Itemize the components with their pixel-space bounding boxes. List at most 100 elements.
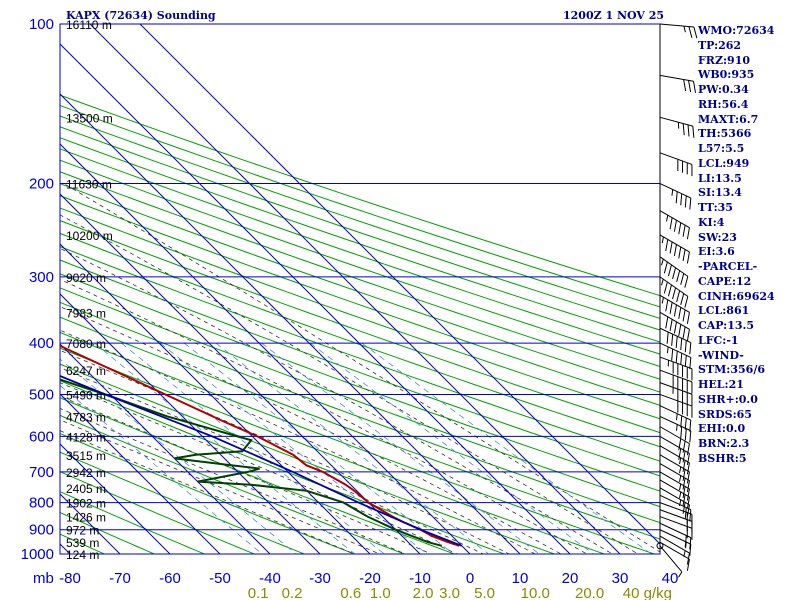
wind-barb-feather <box>675 191 678 204</box>
isotherm-line <box>60 43 571 554</box>
wind-barb <box>659 494 692 511</box>
index-item: RH:56.4 <box>698 97 749 111</box>
wind-barb-feather <box>678 222 682 235</box>
wind-barb <box>659 509 693 522</box>
wind-barb <box>659 74 694 82</box>
wind-barb-feather <box>686 329 690 341</box>
wind-barb <box>659 294 690 313</box>
mixing-ratio-label: 0.1 <box>248 585 269 600</box>
wind-barb-feather <box>682 309 686 322</box>
index-item: CAPE:12 <box>698 274 752 288</box>
wind-barb-feather <box>678 324 682 336</box>
wind-barb <box>659 152 693 165</box>
temperature-tick-label: -60 <box>159 570 181 587</box>
wind-barbs <box>656 23 698 578</box>
height-label: 1902 m <box>66 497 106 511</box>
wind-barb-half-feather <box>676 424 678 431</box>
wind-barb-feather <box>689 342 692 355</box>
dry-adiabat-line <box>60 148 660 355</box>
index-item: STM:356/6 <box>698 363 765 377</box>
pressure-tick-label: 800 <box>29 495 54 512</box>
wind-barb-feather <box>682 460 686 472</box>
wind-barb-feather <box>675 336 678 348</box>
wind-barb-feather <box>682 326 686 339</box>
wind-barb-feather <box>684 355 687 368</box>
mixing-ratio-line <box>94 342 356 554</box>
wind-barb-feather <box>678 246 682 259</box>
wind-barb-feather <box>689 430 692 443</box>
isotherm-line <box>60 393 221 554</box>
temperature-tick-label: 40 <box>662 570 679 587</box>
dry-adiabat-line <box>60 471 256 554</box>
index-item: TT:35 <box>698 201 733 214</box>
moist-adiabat-line <box>60 408 407 554</box>
wind-barb-feather <box>684 507 687 520</box>
dry-adiabat-line <box>60 363 556 554</box>
wind-barb-feather <box>663 281 668 294</box>
mixing-ratio-label: 5.0 <box>474 585 495 600</box>
wind-barb-half-feather <box>679 483 682 491</box>
dry-adiabat-line <box>60 159 660 368</box>
dry-adiabat-line <box>60 259 660 477</box>
wind-barb-feather <box>692 126 695 138</box>
wind-barb-feather <box>686 552 690 565</box>
isobars <box>59 23 661 555</box>
wind-barb-half-feather <box>666 215 669 222</box>
wind-barb-feather <box>686 496 690 509</box>
wind-barb-feather <box>683 79 687 92</box>
wind-barb-half-feather <box>683 550 686 557</box>
height-label: 6247 m <box>66 364 106 378</box>
mixing-ratio-label: 10.0 <box>521 585 550 600</box>
temperature-tick-label: -10 <box>409 570 431 587</box>
mixing-ratio-line <box>121 342 386 554</box>
wind-barb <box>659 445 690 464</box>
wind-barb <box>659 342 692 358</box>
observation-time: 1200Z 1 NOV 25 <box>563 9 665 22</box>
wind-barb-feather <box>665 316 669 329</box>
temperature-tick-label: -40 <box>259 570 281 587</box>
wind-barb-feather <box>689 357 692 370</box>
height-label: 1426 m <box>66 511 106 525</box>
wind-barb-feather <box>680 426 683 439</box>
height-label: 11630 m <box>66 178 112 192</box>
mixing-ratio-labels: 0.1 0.2 0.6 1.0 2.0 3.0 5.0 10.0 20.0 40 g/kg <box>248 585 672 600</box>
wind-barb-half-feather <box>679 475 682 482</box>
height-label: 2942 m <box>66 466 106 480</box>
height-label: 7983 m <box>66 306 106 320</box>
wind-barb-feather <box>684 296 689 308</box>
temperature-tick-label: 0 <box>466 570 474 587</box>
wind-barb-feather <box>684 340 687 353</box>
isotherm-line <box>139 24 660 545</box>
wind-barb <box>659 183 692 199</box>
wind-barb-feather <box>672 267 677 280</box>
index-item: WB0:935 <box>698 68 755 82</box>
mixing-ratio-label: 0.2 <box>282 585 303 600</box>
wind-barb <box>659 487 690 506</box>
temperature-tick-label: -80 <box>59 570 81 587</box>
wind-barb <box>659 463 690 481</box>
dry-adiabat-line <box>60 171 660 380</box>
wind-barb-feather <box>682 477 686 490</box>
wind-barb-feather <box>684 195 687 208</box>
height-label: 2405 m <box>66 482 106 496</box>
dry-adiabat-line <box>60 246 660 462</box>
wind-barb-feather <box>678 307 682 319</box>
wind-barb-half-feather <box>679 491 682 499</box>
wind-barb <box>659 522 692 539</box>
wind-barb <box>659 276 689 297</box>
index-item: SHR+:0.0 <box>698 392 758 406</box>
wind-barb-half-feather <box>661 236 664 244</box>
mixing-ratio-line <box>215 342 490 554</box>
index-item: KI:4 <box>698 215 725 229</box>
wind-barb-feather <box>682 502 686 514</box>
wind-barb <box>659 256 689 277</box>
wind-barb-feather <box>667 284 672 297</box>
wind-barb <box>659 541 690 560</box>
parcel-trace <box>60 375 463 547</box>
wind-barb-feather <box>667 264 672 277</box>
wind-barb-half-feather <box>666 346 669 354</box>
index-item: BSHR:5 <box>698 451 747 465</box>
isotherm-line <box>0 24 31 565</box>
dry-adiabat-line <box>60 232 660 448</box>
